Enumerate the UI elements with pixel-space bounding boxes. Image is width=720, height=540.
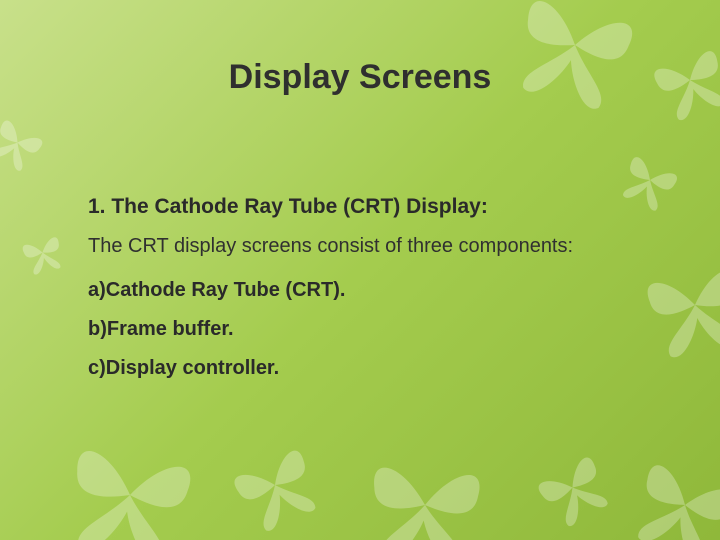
section-description: The CRT display screens consist of three…	[88, 233, 650, 259]
butterfly-icon	[0, 105, 55, 180]
butterfly-icon	[615, 435, 720, 540]
butterfly-icon	[521, 436, 623, 538]
slide-body: 1. The Cathode Ray Tube (CRT) Display: T…	[88, 195, 650, 396]
list-item: b)Frame buffer.	[88, 318, 650, 341]
butterfly-icon	[355, 435, 496, 540]
slide-title: Display Screens	[0, 58, 720, 97]
butterfly-icon	[49, 414, 211, 540]
butterfly-icon	[215, 425, 335, 540]
slide: Display Screens 1. The Cathode Ray Tube …	[0, 0, 720, 540]
butterfly-icon	[15, 225, 70, 280]
section-heading: 1. The Cathode Ray Tube (CRT) Display:	[88, 195, 650, 219]
list-item: c)Display controller.	[88, 357, 650, 380]
list-item: a)Cathode Ray Tube (CRT).	[88, 279, 650, 302]
